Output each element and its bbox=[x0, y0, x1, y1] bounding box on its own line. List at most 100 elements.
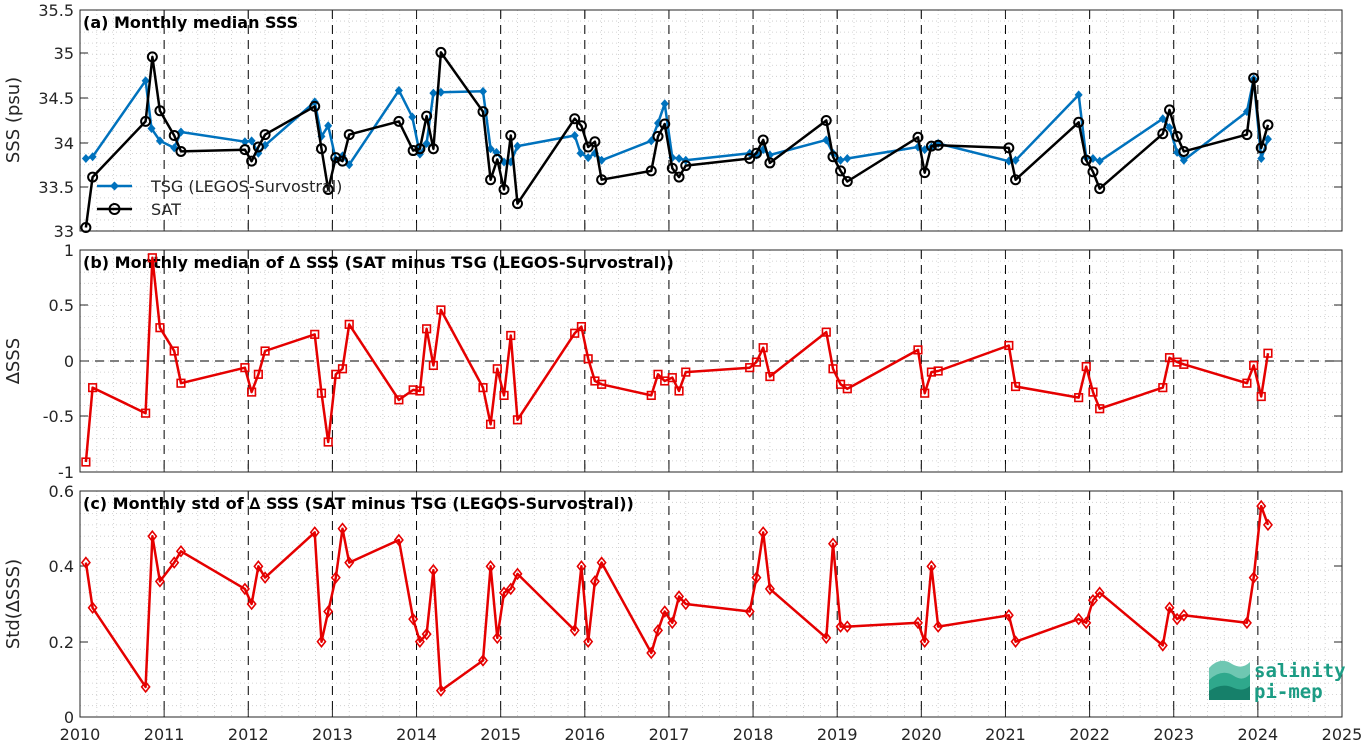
data-point bbox=[478, 86, 487, 96]
data-point bbox=[827, 151, 839, 163]
data-point bbox=[1094, 586, 1105, 599]
data-point bbox=[933, 366, 943, 376]
data-point bbox=[485, 174, 497, 186]
y-tick-label: 0 bbox=[64, 352, 74, 371]
data-point bbox=[745, 363, 755, 373]
data-point bbox=[435, 684, 446, 697]
data-point bbox=[1080, 154, 1092, 166]
data-point bbox=[1081, 616, 1092, 630]
data-point bbox=[337, 522, 348, 535]
data-point bbox=[659, 605, 670, 618]
data-point bbox=[435, 46, 447, 58]
panel-b-delta-sss: -1 -0.5 0 0.5 1 ∆SSS (b) Monthly median of ∆ S… bbox=[3, 241, 1343, 482]
y-tick-label: 0.2 bbox=[49, 633, 74, 652]
x-tick-label: 2010 bbox=[60, 725, 101, 744]
data-point bbox=[1248, 571, 1259, 584]
series-line bbox=[84, 504, 1270, 692]
data-point bbox=[744, 153, 756, 165]
data-point bbox=[667, 616, 678, 630]
panel-title: (c) Monthly std of ∆ SSS (SAT minus TSG … bbox=[83, 494, 634, 513]
data-point bbox=[491, 153, 503, 165]
data-point bbox=[920, 388, 930, 398]
data-point bbox=[925, 140, 937, 152]
y-tick-label: 33.5 bbox=[38, 178, 74, 197]
y-tick-label: 35.5 bbox=[38, 1, 74, 20]
panel-title: (b) Monthly median of ∆ SSS (SAT minus T… bbox=[83, 253, 674, 272]
data-point bbox=[1164, 104, 1176, 116]
data-point bbox=[1262, 518, 1273, 532]
data-point bbox=[1094, 183, 1106, 195]
data-point bbox=[408, 612, 419, 626]
data-point bbox=[583, 635, 594, 648]
panel-title: (a) Monthly median SSS bbox=[83, 13, 298, 32]
data-point bbox=[240, 363, 250, 373]
data-point bbox=[343, 129, 355, 141]
data-point bbox=[330, 571, 341, 584]
x-tick-label: 2019 bbox=[817, 725, 858, 744]
x-tick-label: 2021 bbox=[985, 725, 1026, 744]
data-point bbox=[645, 165, 657, 177]
y-tick-label: 0.4 bbox=[49, 557, 74, 576]
data-point bbox=[570, 131, 579, 141]
data-point bbox=[758, 526, 769, 539]
data-point bbox=[414, 143, 426, 155]
data-point bbox=[1010, 635, 1021, 648]
data-point bbox=[1179, 359, 1189, 369]
data-point bbox=[87, 601, 98, 615]
data-point bbox=[835, 620, 846, 633]
data-point bbox=[428, 563, 439, 577]
data-point bbox=[168, 130, 180, 142]
data-point bbox=[1011, 155, 1020, 165]
data-point bbox=[1256, 499, 1267, 513]
data-point bbox=[240, 137, 249, 147]
data-point bbox=[506, 330, 516, 341]
data-point bbox=[932, 139, 944, 151]
data-point bbox=[239, 582, 250, 596]
legend-tsg-marker bbox=[110, 181, 119, 191]
data-point bbox=[316, 388, 327, 398]
data-point bbox=[1242, 378, 1252, 388]
logo-line1: salinity bbox=[1254, 660, 1346, 682]
data-point bbox=[421, 110, 433, 122]
data-point bbox=[821, 631, 832, 645]
data-point bbox=[155, 323, 165, 333]
data-point bbox=[843, 154, 852, 164]
data-point bbox=[680, 160, 692, 172]
data-point bbox=[821, 327, 831, 337]
data-point bbox=[436, 305, 446, 315]
data-point bbox=[584, 153, 593, 163]
data-point bbox=[1171, 130, 1183, 142]
data-point bbox=[429, 88, 438, 98]
data-point bbox=[659, 118, 671, 130]
x-tick-label: 2020 bbox=[901, 725, 942, 744]
data-point bbox=[596, 174, 608, 186]
data-point bbox=[499, 586, 510, 599]
data-point bbox=[169, 556, 180, 569]
panel-c-std-delta-sss: 0 0.2 0.4 0.6 2010 2011 2012 2013 2014 2015 2016 20… bbox=[3, 482, 1362, 744]
data-point bbox=[315, 143, 327, 155]
data-point bbox=[260, 571, 271, 584]
data-point bbox=[344, 319, 354, 329]
data-point bbox=[1241, 616, 1252, 630]
data-point bbox=[175, 544, 186, 558]
data-point bbox=[1178, 609, 1189, 622]
data-point bbox=[1179, 155, 1188, 165]
data-point bbox=[1073, 612, 1084, 626]
data-point bbox=[652, 130, 664, 142]
data-point bbox=[407, 145, 419, 157]
data-point bbox=[912, 616, 923, 630]
data-point bbox=[828, 364, 838, 374]
y-axis-label: Std(∆SSS) bbox=[3, 559, 24, 649]
data-point bbox=[323, 605, 334, 618]
data-point bbox=[919, 167, 931, 179]
x-tick-label: 2012 bbox=[228, 725, 269, 744]
data-point bbox=[1164, 601, 1175, 615]
data-point bbox=[744, 605, 755, 618]
data-point bbox=[512, 415, 523, 425]
data-point bbox=[336, 155, 348, 167]
data-point bbox=[427, 143, 439, 155]
data-point bbox=[1087, 593, 1098, 607]
data-point bbox=[757, 134, 769, 146]
salinity-pi-mep-logo: salinity pi-mep bbox=[1209, 660, 1346, 703]
data-point bbox=[511, 198, 523, 210]
